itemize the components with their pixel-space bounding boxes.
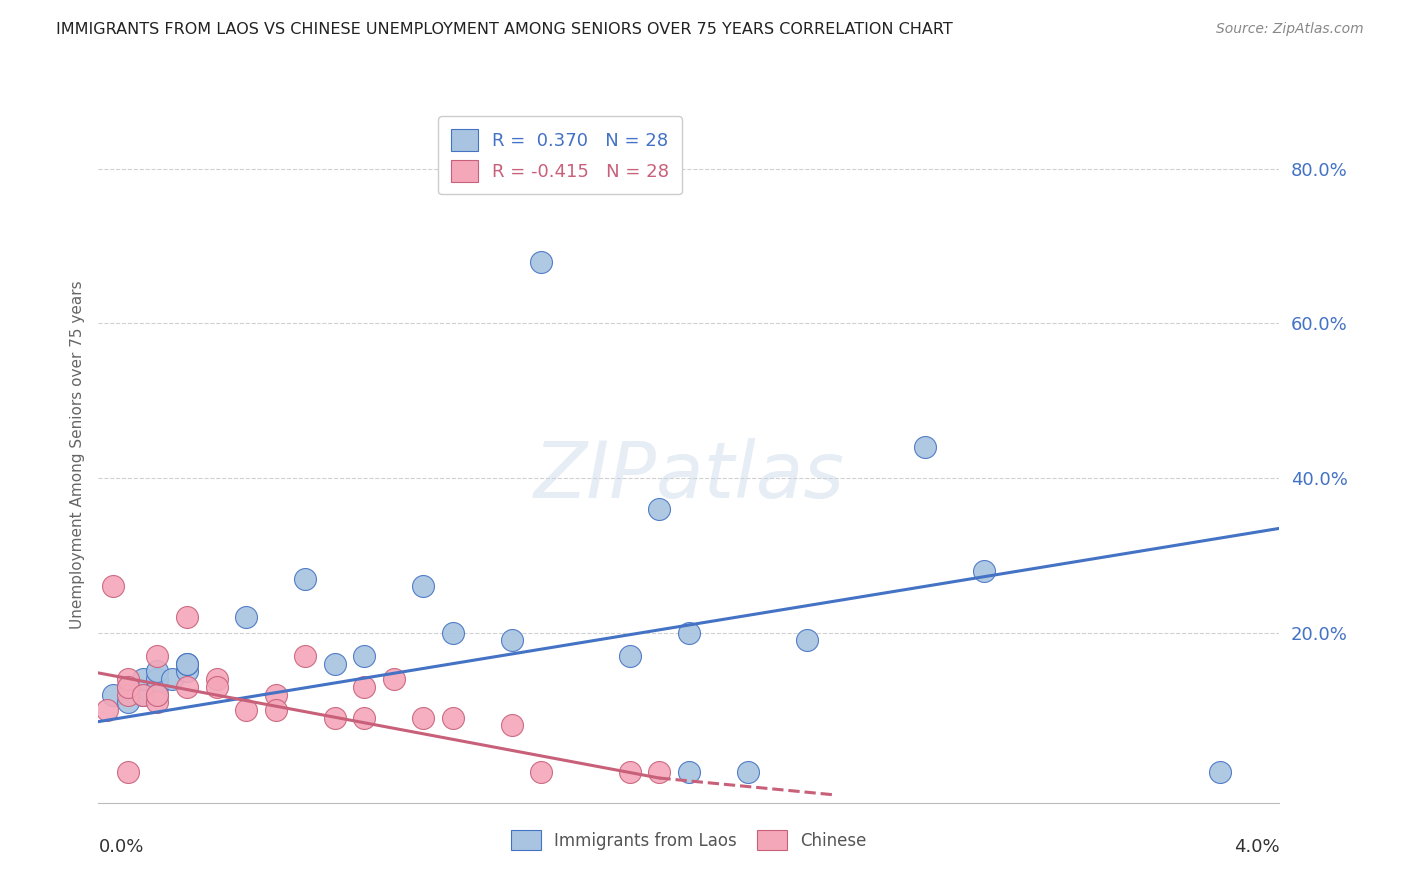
Point xyxy=(619,764,641,779)
Point xyxy=(264,688,287,702)
Point xyxy=(530,764,553,779)
Point xyxy=(205,680,228,694)
Point xyxy=(176,657,198,671)
Point xyxy=(103,579,125,593)
Text: Source: ZipAtlas.com: Source: ZipAtlas.com xyxy=(1216,22,1364,37)
Point xyxy=(648,764,671,779)
Point xyxy=(132,688,155,702)
Point xyxy=(117,672,139,686)
Point xyxy=(530,254,553,268)
Point xyxy=(103,688,125,702)
Point xyxy=(501,633,523,648)
Point xyxy=(146,695,169,709)
Point xyxy=(117,680,139,694)
Point xyxy=(501,718,523,732)
Text: 4.0%: 4.0% xyxy=(1234,838,1279,855)
Point xyxy=(382,672,405,686)
Point xyxy=(973,564,995,578)
Point xyxy=(678,625,700,640)
Text: 0.0%: 0.0% xyxy=(98,838,143,855)
Point xyxy=(117,688,139,702)
Point xyxy=(294,572,316,586)
Point xyxy=(323,711,346,725)
Point xyxy=(176,657,198,671)
Point xyxy=(162,672,183,686)
Y-axis label: Unemployment Among Seniors over 75 years: Unemployment Among Seniors over 75 years xyxy=(69,281,84,629)
Point xyxy=(176,665,198,679)
Point xyxy=(146,665,169,679)
Point xyxy=(132,672,155,686)
Text: ZIPatlas: ZIPatlas xyxy=(533,438,845,514)
Point xyxy=(146,648,169,663)
Point xyxy=(619,648,641,663)
Text: IMMIGRANTS FROM LAOS VS CHINESE UNEMPLOYMENT AMONG SENIORS OVER 75 YEARS CORRELA: IMMIGRANTS FROM LAOS VS CHINESE UNEMPLOY… xyxy=(56,22,953,37)
Point xyxy=(914,440,936,454)
Point xyxy=(146,688,169,702)
Point xyxy=(353,711,375,725)
Point xyxy=(353,680,375,694)
Point xyxy=(132,688,155,702)
Point xyxy=(796,633,818,648)
Point xyxy=(441,625,464,640)
Point xyxy=(412,579,434,593)
Point xyxy=(648,502,671,516)
Point xyxy=(146,672,169,686)
Point xyxy=(235,610,257,624)
Point xyxy=(294,648,316,663)
Point xyxy=(1209,764,1232,779)
Point xyxy=(412,711,434,725)
Point xyxy=(235,703,257,717)
Point xyxy=(678,764,700,779)
Point xyxy=(264,703,287,717)
Point xyxy=(737,764,759,779)
Point xyxy=(117,680,139,694)
Point xyxy=(441,711,464,725)
Point xyxy=(117,695,139,709)
Point xyxy=(96,703,118,717)
Point xyxy=(323,657,346,671)
Legend: Immigrants from Laos, Chinese: Immigrants from Laos, Chinese xyxy=(505,823,873,857)
Point xyxy=(205,672,228,686)
Point xyxy=(176,680,198,694)
Point xyxy=(117,764,139,779)
Point xyxy=(353,648,375,663)
Point xyxy=(146,688,169,702)
Point xyxy=(176,610,198,624)
Point xyxy=(146,680,169,694)
